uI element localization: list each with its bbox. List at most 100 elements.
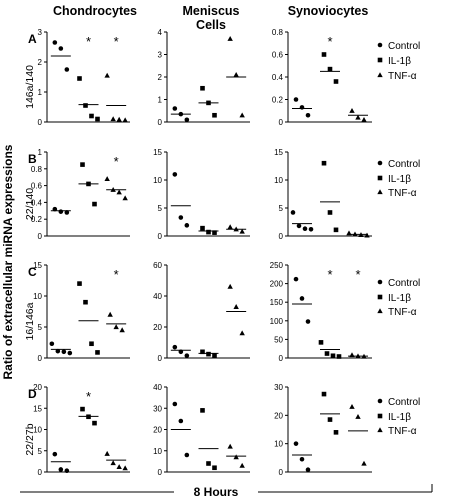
y-tick-label: 5 [38,447,43,456]
y-tick-label: 0 [158,468,163,477]
data-point-square [336,354,342,359]
column-title-2: Meniscus Cells [183,4,240,32]
y-tick-label: 2 [38,58,43,67]
data-point-square [77,76,82,81]
row-label: 22/140 [24,188,36,220]
data-point-square [206,351,211,357]
data-point-circle [377,160,383,166]
y-tick-label: 30 [153,404,162,413]
data-point-triangle [227,443,233,449]
panel-B-3: 0 5 10 15 [274,148,372,241]
legend-label: TNF-α [388,307,417,318]
panel-D-3: 0 10 20 30 [274,383,372,477]
y-tick-label: 1 [158,96,163,105]
y-tick-label: 20 [274,411,283,420]
column-title-3: Synoviocytes [288,4,369,18]
data-point-square [330,353,336,359]
legend-label: Control [388,41,420,52]
data-point-square [212,230,217,235]
data-point-square [377,294,383,300]
y-tick-label: 15 [153,148,162,157]
data-point-square [95,350,100,355]
data-point-circle [172,344,178,350]
y-tick-label: 3 [158,51,163,60]
data-point-square [89,113,94,119]
y-tick-label: 20 [153,323,162,332]
data-point-circle [305,319,311,324]
y-tick-label: 0 [279,468,284,477]
row-letter: A [28,32,37,46]
data-point-circle [305,467,311,473]
data-point-square [327,210,333,215]
data-point-square [77,281,82,286]
legend-label: TNF-α [388,426,417,437]
y-tick-label: 5 [279,204,284,213]
significance-star: * [327,267,332,282]
y-tick-label: 10 [274,440,283,449]
y-tick-label: 0.2 [272,96,284,105]
data-point-triangle [107,311,113,317]
data-point-circle [184,223,190,228]
legend-label: IL-1β [388,174,411,185]
data-point-triangle [110,460,116,466]
y-tick-label: 0.2 [31,215,43,224]
data-point-square [377,413,383,419]
data-point-square [206,461,211,466]
data-point-circle [61,349,67,355]
y-tick-label: 0 [38,354,43,363]
y-tick-label: 50 [274,335,283,344]
y-tick-label: 0 [279,118,284,127]
legend-row-D: Control IL-1β TNF-α [377,397,420,437]
legend-row-A: Control IL-1β TNF-α [377,41,420,82]
legend-row-C: Control IL-1β TNF-α [377,278,420,318]
y-tick-label: 5 [158,204,163,213]
data-point-triangle [349,107,355,113]
y-tick-label: 0 [158,232,163,241]
data-point-circle [296,223,302,229]
data-point-triangle [227,35,233,41]
panel-C-3: 0 50 100 150 200 250 * * [270,261,372,363]
data-point-circle [178,418,184,424]
y-tick-label: 20 [33,383,42,392]
y-tick-label: 15 [274,148,283,157]
data-point-triangle [377,189,383,195]
y-tick-label: 2 [158,73,163,82]
data-point-circle [305,112,311,118]
data-point-triangle [239,330,245,336]
y-tick-label: 60 [153,261,162,270]
y-tick-label: 0.8 [31,165,43,174]
y-tick-label: 30 [274,383,283,392]
data-point-square [324,351,330,356]
legend-label: Control [388,397,420,408]
data-point-triangle [361,460,367,466]
significance-star: * [86,389,91,404]
data-point-circle [308,226,314,232]
data-point-triangle [239,462,245,468]
row-label: 146a/140 [24,65,36,109]
y-tick-label: 10 [153,447,162,456]
y-tick-label: 15 [33,261,42,270]
data-point-triangle [377,72,383,78]
data-point-triangle [349,404,355,409]
panel-B-1: 0 0.2 0.4 0.6 0.8 1 * B 22/140 [24,148,130,241]
data-point-triangle [233,454,239,460]
row-label: 22/27b [24,423,36,455]
data-point-square [212,353,217,358]
panel-A-2: 0 1 2 3 4 [158,28,250,127]
y-tick-label: 0 [158,118,163,127]
data-point-triangle [355,413,361,419]
data-point-square [206,229,211,235]
y-tick-label: 0 [279,354,284,363]
data-point-triangle [122,117,128,123]
data-point-square [377,175,383,181]
y-axis-title: Ratio of extracellular miRNA expressions [1,144,15,379]
data-point-circle [58,209,64,214]
data-point-triangle [233,304,239,309]
y-tick-label: 0 [158,354,163,363]
data-point-circle [184,117,190,123]
y-tick-label: 150 [270,298,284,307]
data-point-circle [184,452,190,458]
row-letter: B [28,152,37,166]
legend-label: IL-1β [388,412,411,423]
